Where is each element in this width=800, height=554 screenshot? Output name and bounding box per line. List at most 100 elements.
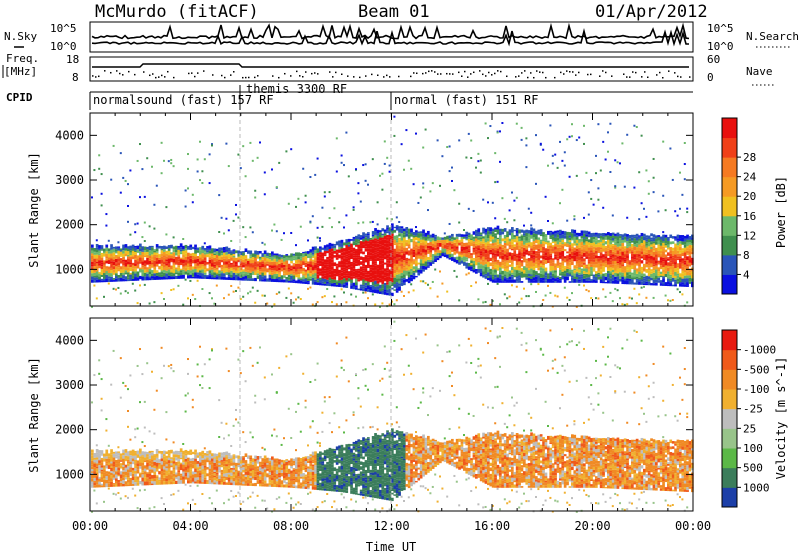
- power-echo-cell: [664, 257, 668, 260]
- power-echo-cell: [496, 264, 500, 269]
- power-echo-cell: [573, 229, 577, 234]
- power-echo-cell: [525, 240, 529, 243]
- power-echo-cell: [383, 250, 387, 252]
- power-near-cell: [511, 284, 513, 287]
- power-echo-cell: [479, 234, 483, 236]
- power-echo-cell: [93, 257, 97, 259]
- power-echo-cell: [191, 276, 195, 279]
- power-echo-cell: [484, 232, 488, 235]
- power-echo-cell: [515, 255, 519, 257]
- power-echo-cell: [211, 256, 214, 260]
- power-echo-cell: [127, 279, 130, 282]
- power-echo-cell: [319, 263, 322, 266]
- power-echo-cell: [571, 238, 574, 241]
- power-echo-cell: [513, 272, 517, 276]
- power-echo-cell: [580, 258, 584, 262]
- velocity-echo-cell: [129, 455, 133, 458]
- power-echo-cell: [136, 274, 140, 278]
- velocity-echo-cell: [141, 466, 145, 471]
- power-echo-cell: [623, 239, 627, 243]
- power-echo-cell: [410, 258, 413, 262]
- nave-dot: [278, 76, 280, 79]
- power-echo-cell: [107, 278, 111, 282]
- power-echo-cell: [621, 269, 625, 273]
- power-echo-cell: [566, 268, 569, 273]
- power-echo-cell: [662, 238, 665, 242]
- power-echo-cell: [499, 231, 502, 236]
- power-echo-cell: [501, 249, 505, 253]
- power-echo-cell: [681, 263, 685, 267]
- power-echo-cell: [321, 258, 325, 261]
- power-echo-cell: [494, 255, 497, 257]
- power-echo-cell: [400, 272, 404, 277]
- power-echo-cell: [362, 251, 365, 255]
- power-echo-cell: [566, 255, 569, 259]
- power-scatter-cell: [112, 144, 115, 147]
- power-echo-cell: [391, 240, 394, 243]
- power-scatter-cell: [271, 229, 273, 232]
- power-echo-cell: [662, 278, 665, 283]
- power-echo-cell: [93, 272, 97, 276]
- velocity-scatter-cell: [148, 430, 151, 433]
- power-scatter-cell: [422, 182, 425, 185]
- velocity-echo-cell: [151, 450, 154, 453]
- velocity-echo-cell: [91, 472, 94, 475]
- power-echo-cell: [683, 250, 687, 253]
- power-echo-cell: [496, 244, 500, 249]
- velocity-echo-cell: [98, 478, 101, 482]
- power-near-cell: [635, 302, 638, 305]
- power-echo-cell: [417, 241, 421, 243]
- power-echo-cell: [491, 276, 495, 280]
- power-echo-cell: [215, 276, 219, 280]
- power-echo-cell: [631, 253, 634, 257]
- power-echo-cell: [352, 262, 356, 265]
- power-echo-cell: [520, 242, 524, 245]
- power-echo-cell: [371, 275, 375, 279]
- power-echo-cell: [587, 277, 591, 281]
- power-echo-cell: [657, 277, 661, 281]
- power-echo-cell: [124, 276, 128, 280]
- power-echo-cell: [489, 274, 493, 278]
- power-echo-cell: [359, 251, 363, 254]
- power-echo-cell: [494, 269, 497, 273]
- power-echo-cell: [179, 249, 183, 252]
- velocity-echo-cell: [151, 469, 154, 473]
- power-echo-cell: [640, 248, 644, 252]
- power-echo-cell: [350, 283, 353, 286]
- power-echo-cell: [367, 251, 370, 256]
- power-echo-cell: [551, 270, 555, 274]
- velocity-echo-cell: [172, 467, 176, 470]
- power-near-cell: [91, 305, 93, 308]
- power-echo-cell: [566, 264, 569, 267]
- power-echo-cell: [643, 252, 646, 255]
- power-echo-cell: [328, 264, 332, 268]
- power-echo-cell: [585, 264, 589, 267]
- power-echo-cell: [242, 252, 245, 256]
- power-scatter-cell: [203, 242, 206, 245]
- power-echo-cell: [100, 266, 104, 270]
- power-echo-cell: [633, 261, 637, 263]
- power-echo-cell: [302, 276, 305, 280]
- power-echo-cell: [592, 276, 596, 279]
- power-echo-cell: [400, 282, 404, 286]
- velocity-echo-cell: [134, 463, 137, 465]
- power-echo-cell: [343, 278, 346, 282]
- power-echo-cell: [386, 267, 389, 271]
- power-echo-cell: [352, 260, 356, 263]
- power-echo-cell: [213, 270, 217, 273]
- power-echo-cell: [537, 275, 541, 278]
- power-echo-cell: [230, 267, 233, 271]
- power-echo-cell: [508, 252, 512, 257]
- velocity-echo-cell: [136, 454, 140, 458]
- power-echo-cell: [691, 239, 694, 244]
- power-near-cell: [256, 289, 259, 292]
- velocity-echo-cell: [112, 453, 116, 458]
- power-echo-cell: [177, 265, 181, 268]
- power-echo-cell: [175, 275, 178, 279]
- power-echo-cell: [395, 288, 399, 291]
- velocity-near-cell: [95, 502, 98, 505]
- power-echo-cell: [304, 259, 308, 261]
- power-scatter-cell: [254, 189, 257, 192]
- power-echo-cell: [93, 252, 97, 255]
- power-echo-cell: [563, 279, 567, 283]
